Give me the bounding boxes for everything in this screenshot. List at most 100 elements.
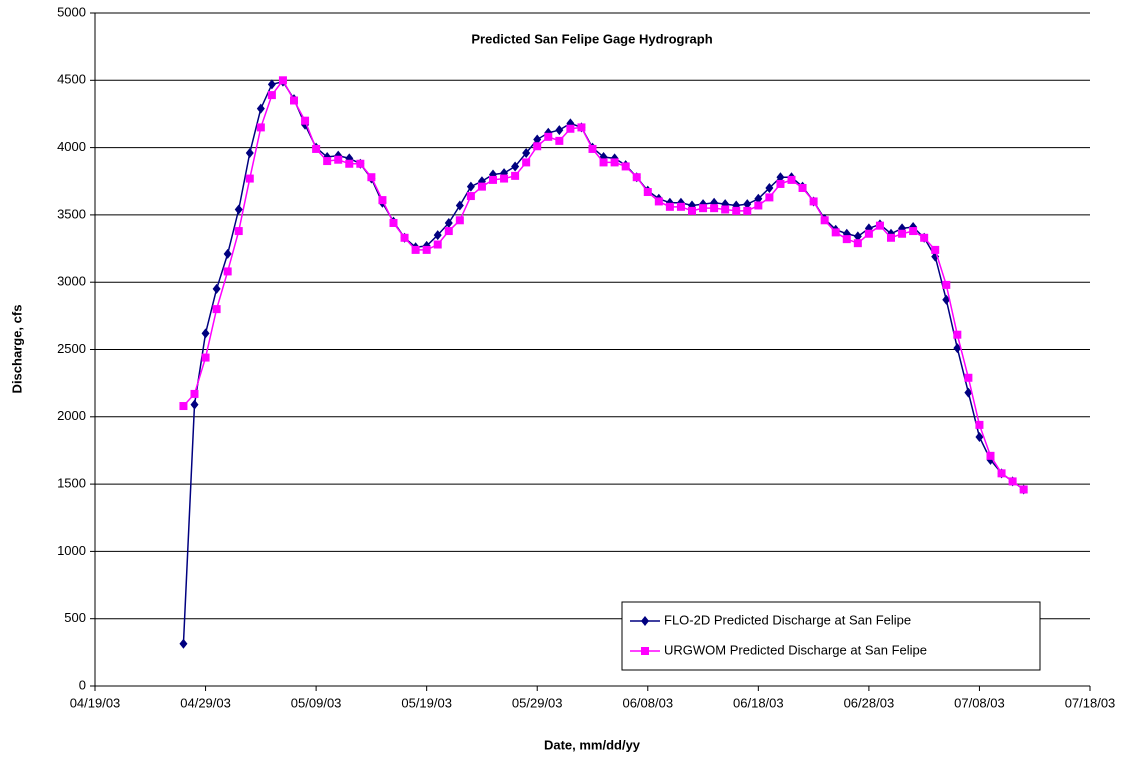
point — [621, 162, 630, 171]
point — [190, 399, 199, 410]
point — [500, 174, 509, 183]
point — [179, 638, 188, 649]
point — [743, 206, 752, 215]
legend-label: URGWOM Predicted Discharge at San Felipe — [664, 642, 927, 657]
point — [953, 343, 962, 354]
point — [544, 132, 553, 141]
point — [953, 330, 962, 339]
y-tick-label: 1500 — [57, 476, 86, 491]
point — [278, 76, 287, 85]
point — [444, 217, 453, 228]
y-tick-label: 2500 — [57, 341, 86, 356]
point — [964, 387, 973, 398]
point — [710, 204, 719, 213]
point — [444, 227, 453, 236]
point — [699, 204, 708, 213]
y-tick-label: 4500 — [57, 72, 86, 87]
legend-box — [621, 601, 1041, 671]
x-tick-label: 05/29/03 — [512, 695, 563, 710]
point — [212, 305, 221, 314]
point — [201, 353, 210, 362]
point — [887, 233, 895, 242]
point — [522, 158, 531, 167]
point — [433, 230, 442, 241]
x-tick-label: 06/18/03 — [733, 695, 784, 710]
point — [190, 389, 199, 398]
point — [588, 144, 597, 153]
point — [400, 233, 409, 242]
point — [721, 205, 730, 214]
point — [533, 142, 542, 151]
point — [986, 451, 995, 460]
point — [776, 179, 785, 188]
point — [643, 188, 652, 197]
point — [964, 373, 973, 382]
point — [654, 197, 663, 206]
point — [223, 248, 232, 259]
point — [975, 420, 984, 429]
point — [477, 182, 486, 191]
x-tick-label: 05/19/03 — [401, 695, 452, 710]
point — [466, 192, 475, 201]
point — [267, 91, 276, 100]
point — [765, 193, 774, 202]
y-tick-label: 500 — [64, 610, 86, 625]
point — [455, 216, 464, 225]
point — [842, 235, 851, 244]
point — [920, 233, 929, 242]
point — [997, 469, 1006, 478]
point — [754, 201, 763, 210]
point — [566, 124, 575, 133]
point — [665, 202, 674, 211]
point — [610, 158, 619, 167]
point — [776, 172, 785, 183]
y-tick-label: 0 — [79, 677, 86, 692]
point — [533, 134, 542, 145]
point — [632, 173, 641, 182]
point — [798, 183, 807, 192]
point — [511, 171, 520, 180]
legend-marker — [641, 647, 649, 655]
y-tick-label: 3000 — [57, 274, 86, 289]
point — [754, 193, 763, 204]
point — [256, 103, 265, 114]
y-tick-label: 5000 — [57, 4, 86, 19]
point — [676, 202, 685, 211]
point — [975, 431, 984, 442]
point — [245, 174, 254, 183]
legend-label: FLO-2D Predicted Discharge at San Felipe — [664, 612, 911, 627]
point — [820, 216, 829, 225]
point — [732, 206, 741, 215]
point — [267, 79, 276, 90]
x-tick-label: 07/08/03 — [954, 695, 1005, 710]
point — [312, 144, 321, 153]
point — [1008, 477, 1017, 486]
y-tick-label: 3500 — [57, 206, 86, 221]
point — [555, 125, 564, 136]
x-tick-label: 06/08/03 — [622, 695, 673, 710]
x-tick-label: 06/28/03 — [844, 695, 895, 710]
point — [599, 158, 608, 167]
point — [179, 402, 188, 411]
point — [1019, 485, 1028, 494]
point — [455, 200, 464, 211]
point — [765, 182, 774, 193]
point — [853, 239, 862, 248]
point — [201, 328, 210, 339]
x-tick-label: 04/29/03 — [180, 695, 231, 710]
point — [345, 159, 354, 168]
y-axis-title: Discharge, cfs — [9, 305, 24, 394]
point — [489, 175, 497, 184]
x-tick-label: 04/19/03 — [70, 695, 121, 710]
x-axis-title: Date, mm/dd/yy — [544, 737, 641, 752]
point — [411, 245, 420, 254]
point — [234, 227, 243, 236]
point — [334, 155, 343, 164]
x-tick-label: 05/09/03 — [291, 695, 342, 710]
point — [909, 227, 918, 236]
point — [522, 147, 531, 158]
point — [301, 116, 310, 125]
legend-marker — [641, 616, 649, 626]
point — [555, 136, 564, 145]
